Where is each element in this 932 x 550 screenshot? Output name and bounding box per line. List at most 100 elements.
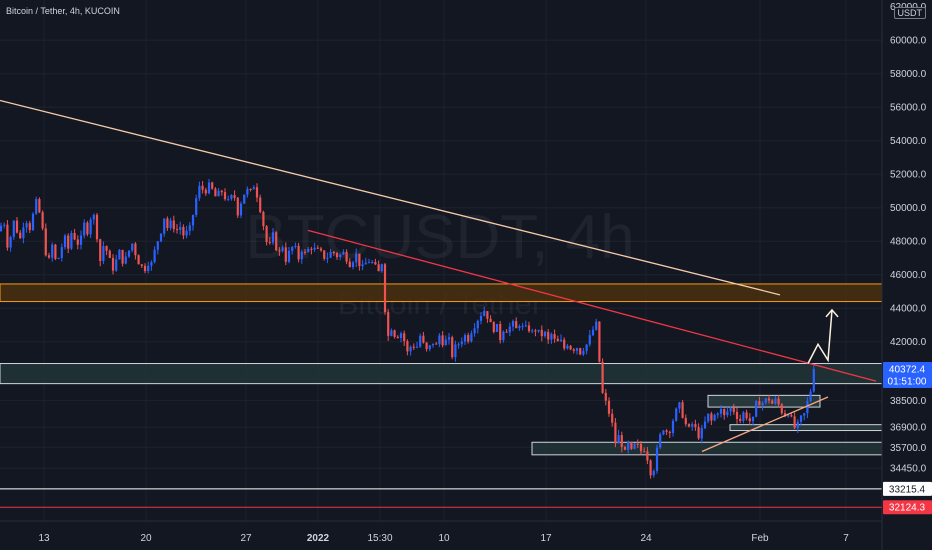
candle-body	[358, 253, 361, 267]
candle-body	[262, 211, 265, 227]
candle-body	[710, 413, 713, 421]
candle-body	[246, 188, 249, 195]
candle-body	[19, 232, 22, 239]
candle-body	[371, 262, 374, 264]
candle-body	[265, 226, 268, 243]
price-label-box	[883, 481, 932, 496]
currency-badge[interactable]: USDT	[893, 7, 926, 19]
candle-body	[195, 198, 198, 215]
candle-body	[259, 197, 262, 212]
price-label-value: 33215.4	[889, 484, 926, 495]
candle-body	[188, 225, 191, 231]
trendline	[0, 99, 781, 296]
x-tick-label: 2022	[307, 533, 330, 544]
candle-body	[671, 420, 675, 433]
candle-body	[604, 392, 607, 401]
candle-body	[316, 247, 319, 249]
candle-body	[227, 198, 230, 200]
candle-body	[793, 416, 796, 428]
candle-body	[0, 225, 3, 232]
candle-body	[534, 330, 537, 332]
candle-body	[563, 339, 566, 349]
candle-body	[665, 430, 668, 432]
candle-body	[502, 331, 505, 341]
candle-body	[73, 232, 76, 240]
candle-body	[67, 235, 70, 249]
candle-body	[700, 428, 703, 439]
projection-path[interactable]	[807, 308, 839, 364]
candle-body	[201, 185, 204, 190]
candle-body	[614, 422, 617, 444]
candle-body	[364, 262, 367, 265]
candle-body	[454, 344, 457, 358]
y-tick-label: 52000.0	[890, 170, 927, 181]
candle-body	[220, 190, 223, 193]
candle-body	[38, 199, 41, 213]
candle-body	[223, 192, 227, 200]
candle-body	[726, 411, 729, 416]
candle-body	[585, 344, 588, 352]
watermark-symbol: BTCUSDT, 4h	[245, 203, 634, 272]
candle-body	[639, 443, 643, 452]
trendlines[interactable]	[0, 99, 877, 453]
candle-body	[438, 335, 441, 345]
candle-body	[742, 412, 745, 421]
candle-body	[812, 369, 815, 392]
candle-body	[275, 232, 278, 251]
y-tick-label: 36900.0	[890, 423, 927, 434]
candle-body	[351, 262, 355, 268]
candle-body	[323, 250, 326, 259]
candle-body	[291, 246, 294, 251]
candle-body	[473, 328, 476, 334]
candle-body	[207, 182, 211, 194]
time-axis[interactable]: 13 20 27 2022 15:30 10 17 24 Feb 7	[38, 533, 849, 544]
candle-body	[444, 339, 447, 346]
candle-body	[607, 400, 611, 414]
candle-body	[118, 249, 121, 260]
y-tick-label: 34450.0	[890, 464, 927, 475]
candle-body	[499, 324, 502, 341]
candle-body	[307, 248, 310, 253]
candle-body	[345, 251, 348, 262]
candle-body	[332, 251, 335, 254]
candle-body	[582, 351, 585, 355]
candle-body	[713, 415, 716, 421]
candle-body	[486, 311, 489, 319]
y-tick-label: 48000.0	[890, 237, 927, 248]
candle-body	[643, 451, 646, 453]
candle-body	[748, 418, 751, 422]
candle-body	[719, 409, 723, 414]
candle-body	[281, 247, 284, 251]
candle-body	[649, 460, 652, 476]
candle-body	[735, 411, 739, 419]
candle-body	[521, 325, 524, 327]
support-resistance-zones[interactable]	[0, 283, 883, 456]
candle-body	[121, 249, 124, 264]
candle-body	[54, 244, 57, 259]
candle-body	[342, 251, 345, 255]
candle-body	[28, 223, 31, 231]
candle-body	[255, 187, 259, 198]
candle-body	[115, 259, 118, 271]
price-axis[interactable]: 60000.0 58000.0 56000.0 54000.0 52000.0 50000…	[890, 2, 927, 475]
candle-body	[300, 251, 303, 260]
candle-body	[60, 247, 63, 259]
candle-body	[547, 331, 550, 340]
candle-body	[179, 227, 182, 230]
candle-body	[620, 435, 623, 448]
candle-body	[211, 182, 214, 189]
candle-body	[374, 262, 377, 265]
candle-body	[15, 220, 19, 233]
x-tick-label: 17	[540, 533, 552, 544]
candle-body	[108, 250, 111, 258]
candle-body	[601, 361, 604, 393]
candle-body	[566, 345, 569, 349]
candle-body	[348, 261, 351, 268]
candle-body	[383, 264, 387, 313]
candle-body	[355, 253, 358, 263]
horizontal-levels[interactable]	[0, 488, 882, 508]
candle-body	[508, 326, 511, 333]
candle-body	[623, 447, 627, 450]
price-label-countdown: 01:51:00	[888, 377, 927, 388]
